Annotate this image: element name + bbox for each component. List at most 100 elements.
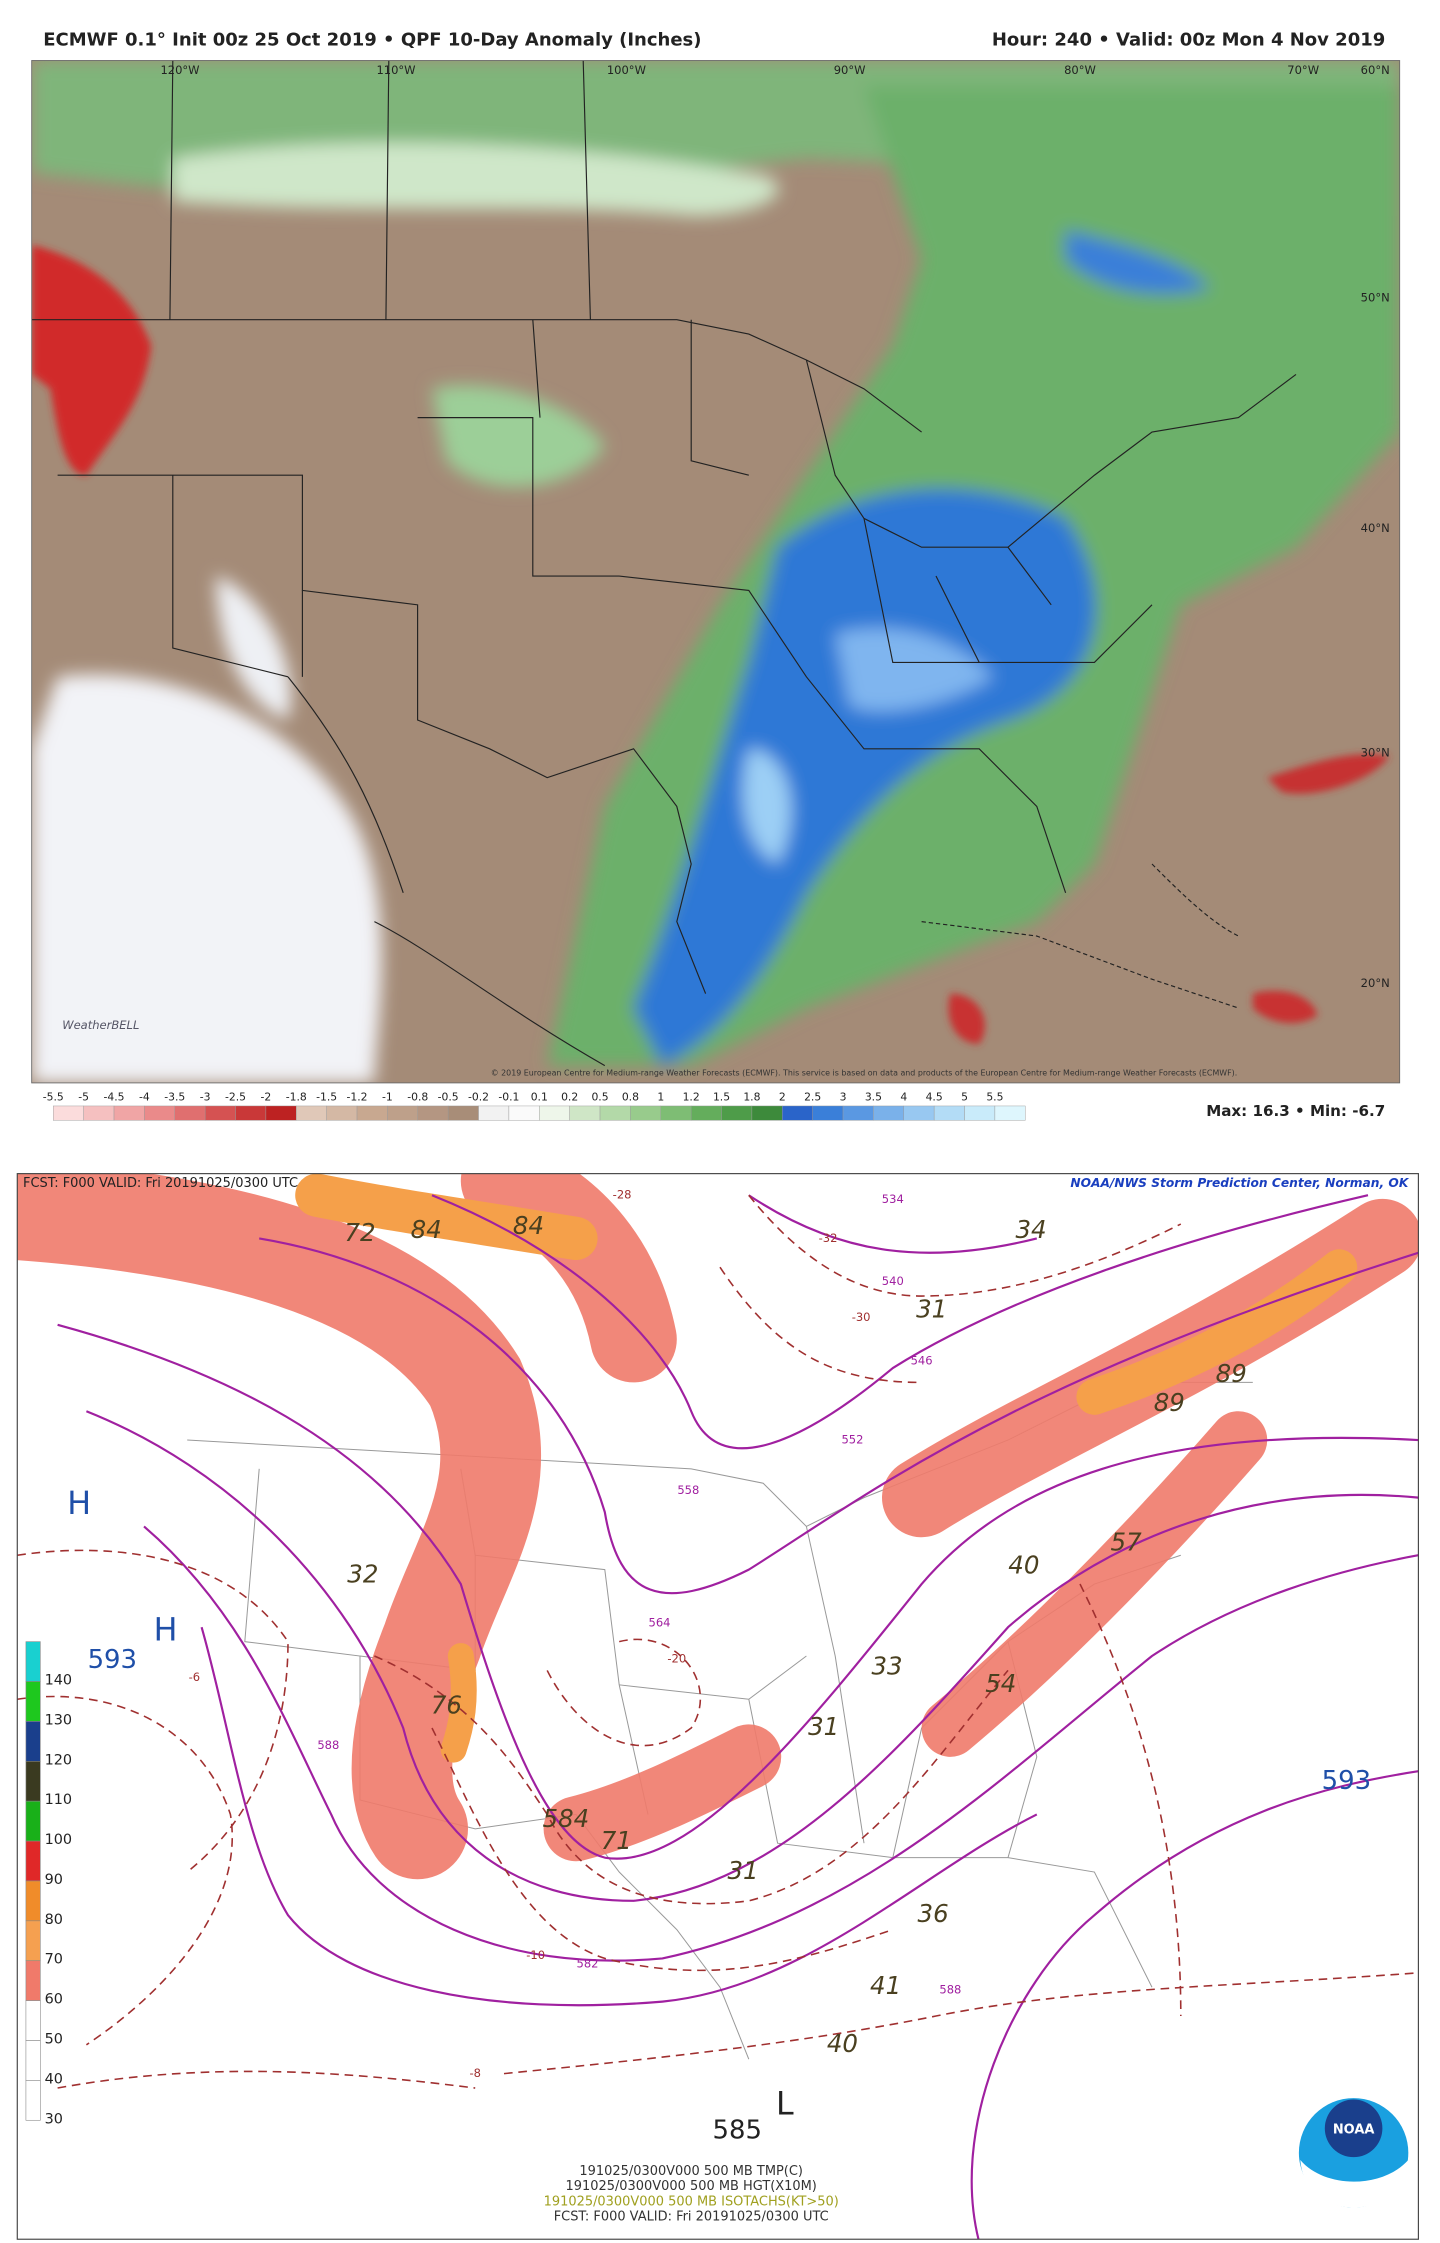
latitude-label: 20°N [1361,976,1390,990]
contour-label: -28 [613,1188,632,1202]
pressure-label: 593 [1322,1766,1371,1796]
footer-line: FCST: F000 VALID: Fri 20191025/0300 UTC [554,2209,829,2224]
colorbar-label: 80 [45,1912,63,1928]
colorbar-label: 130 [45,1712,72,1728]
contour-label: -8 [469,2066,480,2080]
latitude-label: 60°N [1361,63,1390,77]
header-right: Hour: 240 • Valid: 00z Mon 4 Nov 2019 [992,29,1385,50]
colorbar-swatch [265,1105,297,1121]
colorbar-label: 30 [45,2111,63,2127]
colorbar-swatch [842,1105,874,1121]
credit: NOAA/NWS Storm Prediction Center, Norman… [1070,1176,1409,1190]
colorbar-swatch [903,1105,935,1121]
longitude-label: 120°W [160,63,200,77]
colorbar-swatch [296,1105,327,1121]
colorbar-swatch [25,1800,41,1842]
colorbar-swatch [751,1105,783,1121]
colorbar-label: -0.2 [468,1090,489,1103]
longitude-label: 80°W [1064,63,1096,77]
colorbar-swatch [782,1105,813,1121]
colorbar-label: 1.8 [743,1090,760,1103]
contour-label: -20 [667,1651,686,1665]
colorbar-label: 2 [779,1090,786,1103]
colorbar-swatch [356,1105,388,1121]
colorbar-swatch [326,1105,358,1121]
colorbar-label: -3.5 [164,1090,185,1103]
footer-line: 191025/0300V000 500 MB ISOTACHS(KT>50) [544,2194,839,2209]
colorbar-swatch [25,1681,41,1722]
contour-label: 582 [577,1957,599,1971]
colorbar-label: 110 [45,1792,72,1808]
colorbar-label: -0.1 [498,1090,519,1103]
colorbar-label: 5 [961,1090,968,1103]
colorbar-label: 40 [45,2071,63,2087]
colorbar-label: 0.1 [531,1090,548,1103]
pressure-label: 585 [713,2116,762,2146]
colorbar-label: 100 [45,1832,72,1848]
colorbar-label: 1.5 [713,1090,730,1103]
colorbar-label: 60 [45,1992,63,2008]
colorbar-swatch [387,1105,418,1121]
colorbar-swatch [599,1105,631,1121]
isotach-label: 584 [543,1804,590,1833]
colorbar-swatch [690,1105,722,1121]
colorbar-swatch [417,1105,449,1121]
colorbar-label: -1 [382,1090,393,1103]
upper-air-map [17,1173,1419,2240]
colorbar-swatch [25,1641,41,1682]
colorbar-label: 3.5 [865,1090,882,1103]
colorbar-label: 90 [45,1872,63,1888]
colorbar-label: 0.2 [561,1090,578,1103]
colorbar-swatch [25,1960,41,2001]
contour-label: 564 [649,1615,671,1629]
pressure-label: L [776,2086,794,2122]
contour-label: -10 [526,1948,545,1962]
colorbar-label: -1.2 [346,1090,367,1103]
colorbar-swatch [25,1920,41,1962]
colorbar-label: 1.2 [683,1090,700,1103]
contour-label: 546 [911,1353,933,1367]
colorbar-label: -2 [261,1090,272,1103]
colorbar-swatch [539,1105,570,1121]
colorbar-label: 4.5 [926,1090,943,1103]
colorbar-label: 70 [45,1952,63,1968]
colorbar-swatch [25,1880,41,1922]
isotach-label: 71 [601,1826,632,1855]
colorbar-label: 3 [840,1090,847,1103]
colorbar-swatch [25,2000,41,2041]
isotach-label: 31 [727,1856,758,1885]
latitude-label: 50°N [1361,291,1390,305]
footer-line: 191025/0300V000 500 MB HGT(X10M) [566,2179,817,2194]
colorbar-label: 0.8 [622,1090,639,1103]
colorbar-label: 140 [45,1673,72,1689]
isotach-label: 89 [1216,1359,1247,1388]
colorbar-swatch [569,1105,601,1121]
colorbar-swatch [204,1105,236,1121]
colorbar-swatch [994,1105,1026,1121]
colorbar-swatch [873,1105,904,1121]
colorbar-swatch [508,1105,540,1121]
colorbar-swatch [53,1105,84,1121]
colorbar-label: -1.5 [316,1090,337,1103]
footer-line: 191025/0300V000 500 MB TMP(C) [579,2164,803,2179]
colorbar-label: -3 [200,1090,211,1103]
pressure-label: 593 [88,1645,137,1675]
colorbar-label: 0.5 [591,1090,608,1103]
longitude-label: 100°W [607,63,647,77]
colorbar-swatch [660,1105,692,1121]
valid-top: FCST: F000 VALID: Fri 20191025/0300 UTC [23,1176,298,1191]
colorbar-swatch [25,2040,41,2081]
isotach-label: 34 [1015,1215,1046,1244]
isotach-label: 31 [808,1712,839,1741]
title: ECMWF 0.1° Init 00z 25 Oct 2019 • QPF 10… [43,29,701,50]
colorbar-swatch [113,1105,145,1121]
colorbar-label: -1.8 [286,1090,307,1103]
colorbar-label: 120 [45,1752,72,1768]
colorbar-swatch [478,1105,510,1121]
colorbar-swatch [933,1105,965,1121]
colorbar-swatch [630,1105,661,1121]
contour-label: -30 [852,1310,871,1324]
pressure-label: H [154,1613,178,1649]
